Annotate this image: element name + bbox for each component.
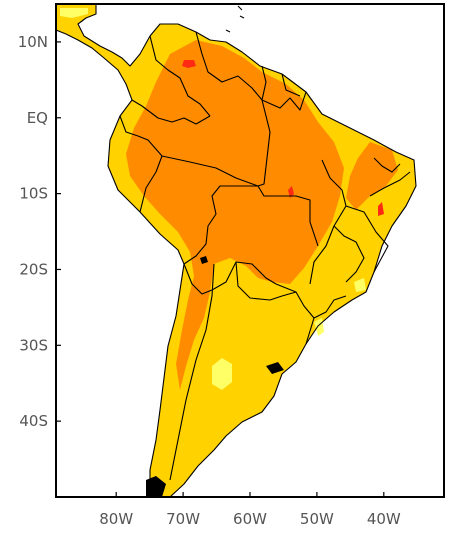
tierra-del-fuego-islands xyxy=(146,476,166,497)
x-axis: 80W 70W 60W 50W 40W xyxy=(99,492,401,528)
lake-titicaca xyxy=(200,256,208,264)
y-tick-label: 10S xyxy=(19,185,48,203)
country-borders xyxy=(119,31,411,481)
land-level-1-pocket-1 xyxy=(212,358,232,390)
y-tick-label: 40S xyxy=(19,412,48,430)
land-level-4-spot-3 xyxy=(378,202,384,216)
coastline xyxy=(56,4,417,497)
x-tick-label: 70W xyxy=(166,510,200,528)
y-tick-label: 20S xyxy=(19,260,48,278)
rio-de-la-plata xyxy=(266,362,284,374)
land-level-3-east xyxy=(346,142,398,210)
land-level-4-spot-2 xyxy=(288,186,294,198)
x-tick-label: 50W xyxy=(300,510,334,528)
y-tick-label: EQ xyxy=(27,109,48,127)
land-level-4-spot-1 xyxy=(182,60,196,68)
y-tick-label: 30S xyxy=(19,336,48,354)
land-level-3 xyxy=(126,40,344,390)
y-axis: 10N EQ 10S 20S 30S 40S xyxy=(18,33,61,430)
x-tick-label: 80W xyxy=(99,510,133,528)
x-tick-label: 40W xyxy=(367,510,401,528)
y-tick-label: 10N xyxy=(18,33,48,51)
caribbean-islands xyxy=(225,5,245,33)
map-plot-area xyxy=(56,4,417,497)
land-level-1-pocket-4 xyxy=(60,8,88,18)
x-tick-label: 60W xyxy=(233,510,267,528)
land-level-1-pocket-3 xyxy=(354,278,366,292)
